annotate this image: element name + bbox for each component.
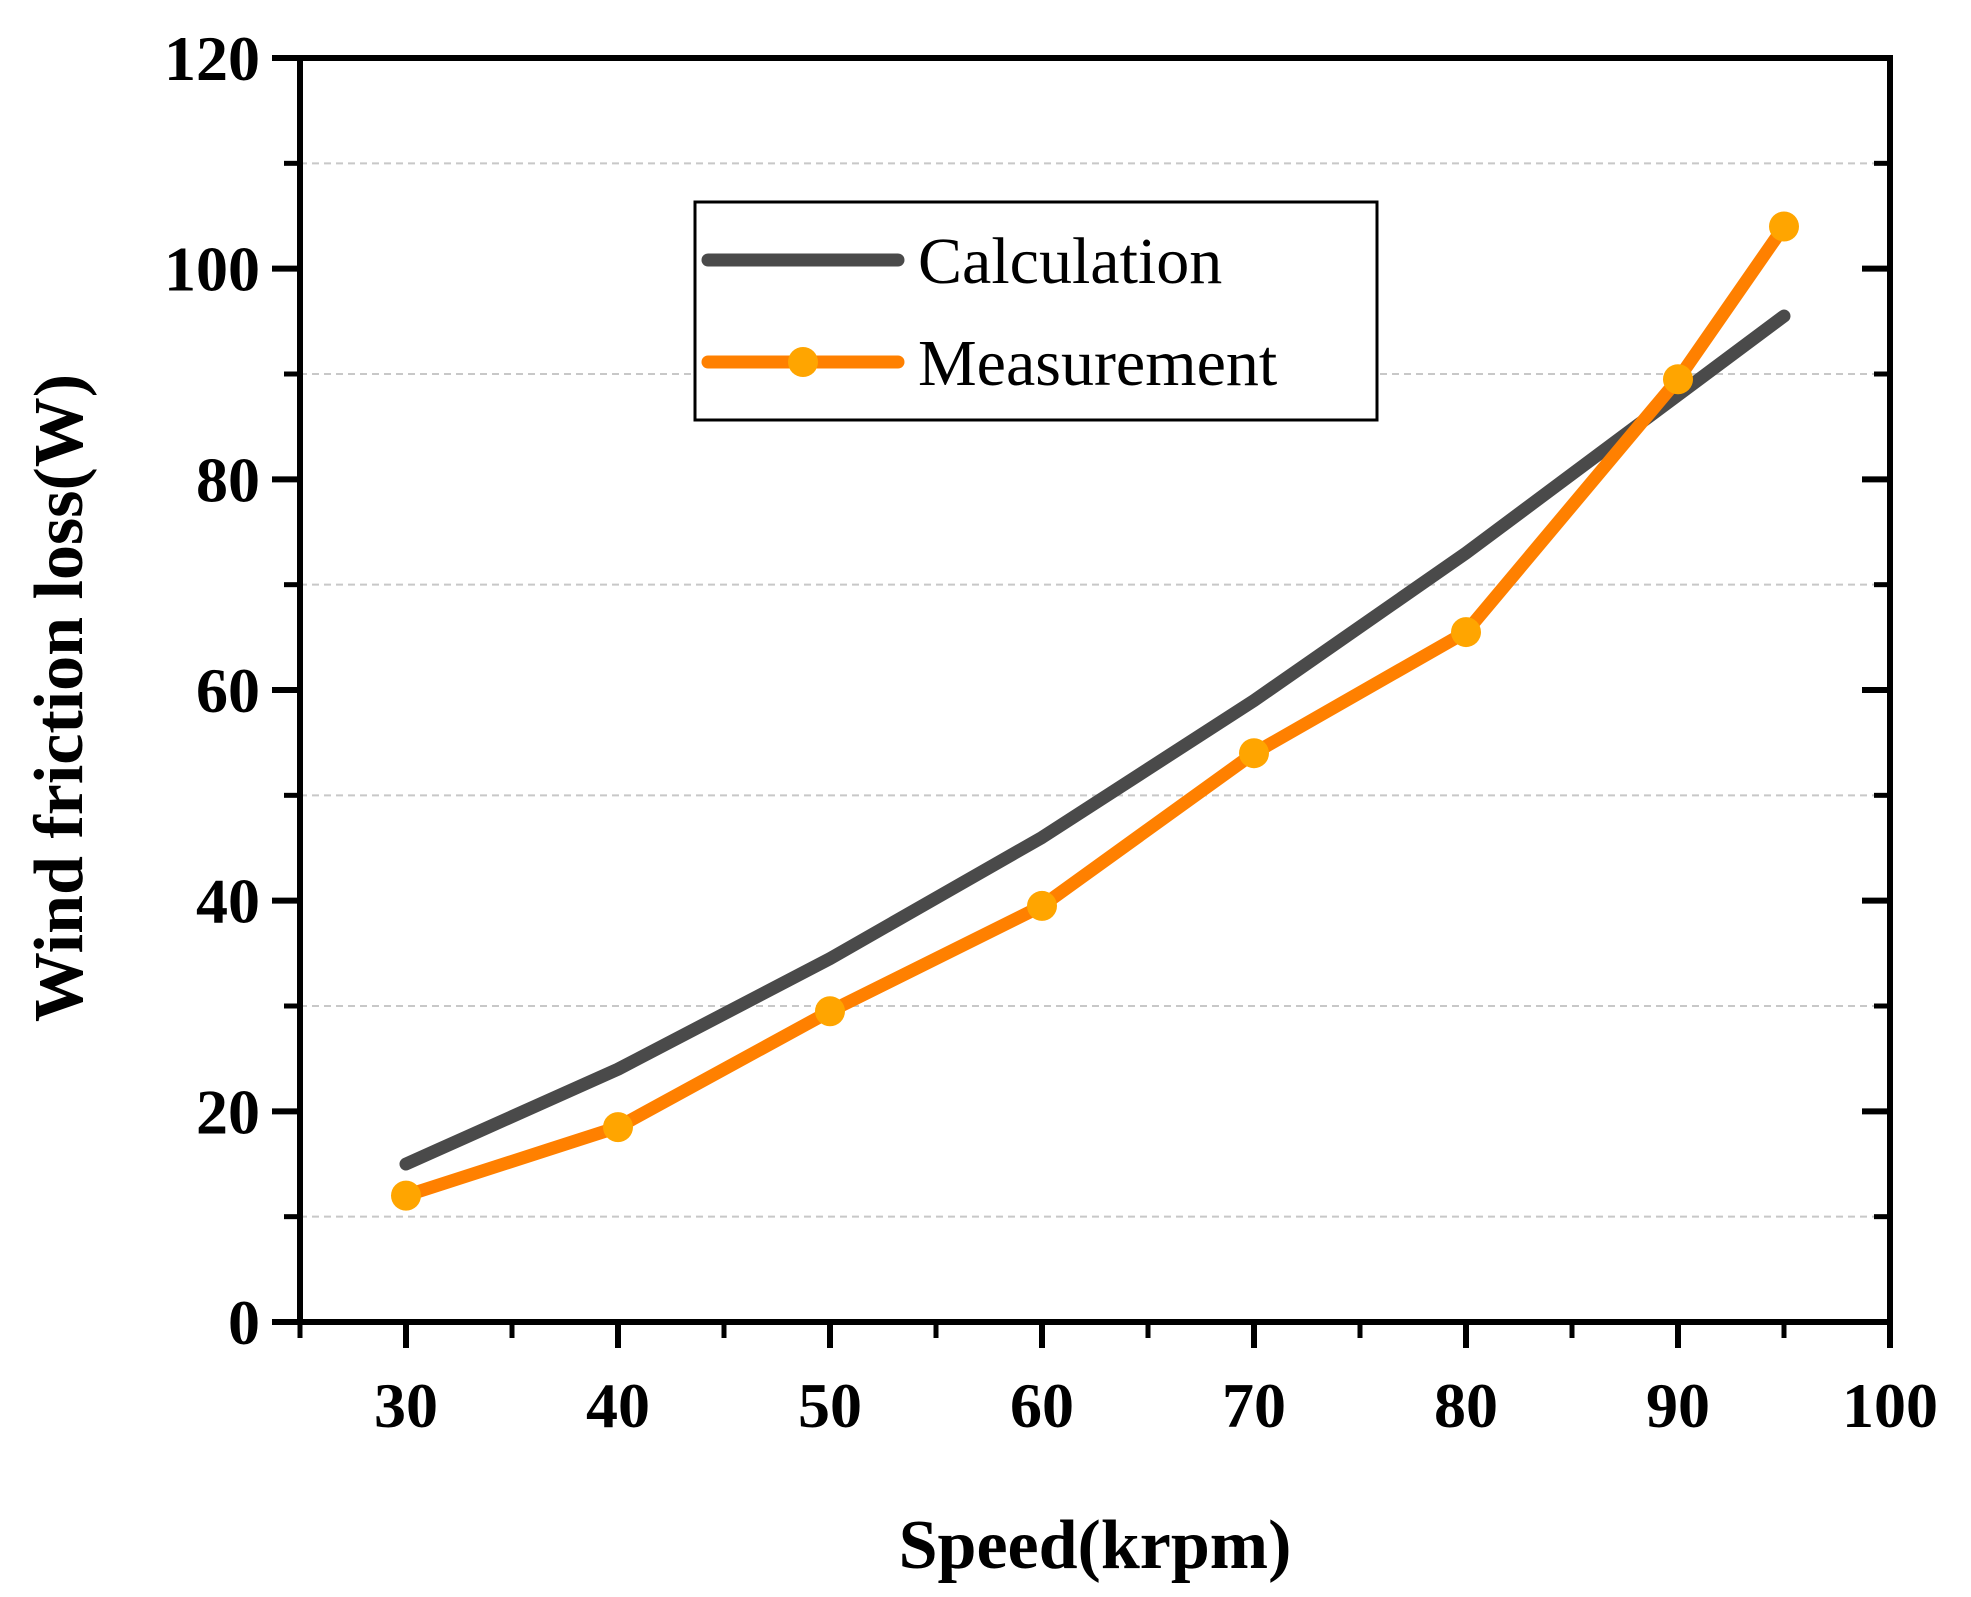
y-tick-label: 80 xyxy=(196,444,260,515)
x-tick-label: 90 xyxy=(1646,1370,1710,1441)
x-tick-label: 100 xyxy=(1842,1370,1938,1441)
x-tick-label: 50 xyxy=(798,1370,862,1441)
data-point xyxy=(1239,738,1269,769)
data-point xyxy=(603,1112,633,1143)
grid-lines xyxy=(300,162,1890,1218)
axis-ticks xyxy=(272,55,1893,1348)
tick-labels: 0 20 40 60 80 100 120 30 40 50 60 70 80 90 100 xyxy=(164,23,1938,1441)
data-point xyxy=(815,996,845,1027)
data-point xyxy=(1663,364,1693,395)
data-point xyxy=(1027,890,1057,921)
legend-label: Calculation xyxy=(918,225,1222,298)
y-tick-label: 100 xyxy=(164,234,260,305)
data-point xyxy=(1769,211,1799,242)
legend-label: Measurement xyxy=(918,327,1277,400)
legend-box xyxy=(693,200,1379,422)
x-tick-label: 60 xyxy=(1010,1370,1074,1441)
y-tick-label: 40 xyxy=(196,866,260,937)
x-tick-label: 30 xyxy=(374,1370,438,1441)
y-axis-title: Wind friction loss(W) xyxy=(21,374,98,1022)
x-tick-label: 70 xyxy=(1222,1370,1286,1441)
y-tick-label: 20 xyxy=(196,1076,260,1147)
series-line-1 xyxy=(399,220,1791,1203)
x-tick-label: 80 xyxy=(1434,1370,1498,1441)
legend-swatch-marker xyxy=(788,347,818,377)
x-axis-title: Speed(krpm) xyxy=(899,1507,1292,1584)
y-tick-label: 0 xyxy=(228,1287,260,1358)
y-tick-label: 60 xyxy=(196,655,260,726)
x-tick-label: 40 xyxy=(586,1370,650,1441)
series-layer xyxy=(391,211,1799,1211)
legend: Calculation Measurement xyxy=(693,200,1379,422)
data-point xyxy=(391,1180,421,1211)
y-tick-label: 120 xyxy=(164,23,260,94)
data-point xyxy=(1451,617,1481,648)
